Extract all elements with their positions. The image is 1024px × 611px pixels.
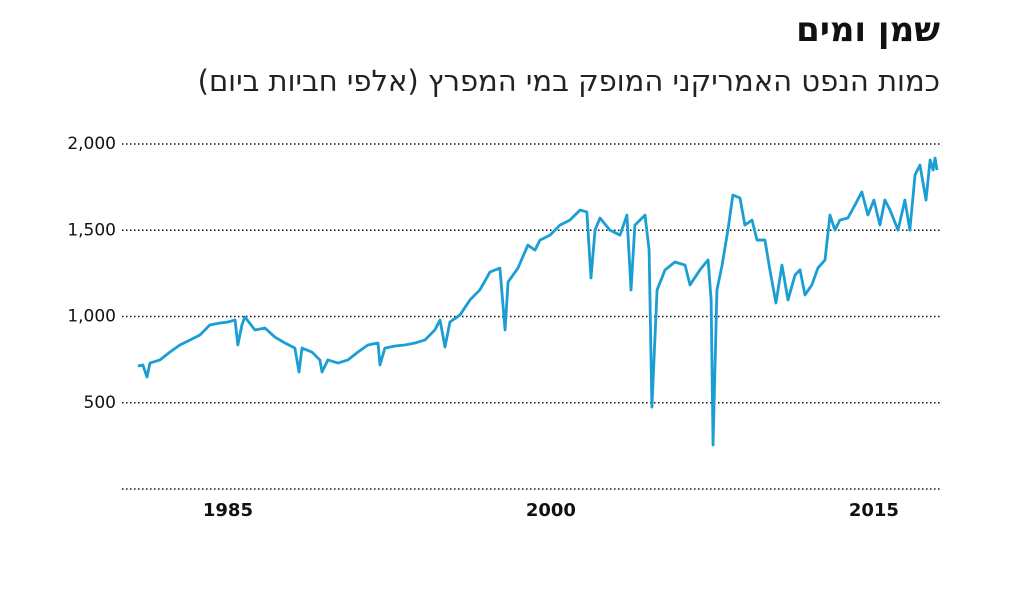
x-tick-label: 2015 bbox=[849, 500, 899, 521]
chart-title: שמן ומים bbox=[796, 10, 940, 50]
y-tick-label: 500 bbox=[84, 393, 116, 413]
y-tick-label: 1,000 bbox=[67, 307, 116, 327]
chart-subtitle: כמות הנפט האמריקני המופק במי המפרץ (אלפי… bbox=[197, 64, 940, 98]
data-line bbox=[137, 156, 939, 447]
x-tick-label: 2000 bbox=[526, 500, 576, 521]
y-tick-label: 1,500 bbox=[67, 220, 116, 240]
x-tick-label: 1985 bbox=[203, 500, 253, 521]
y-tick-label: 2,000 bbox=[67, 134, 116, 154]
